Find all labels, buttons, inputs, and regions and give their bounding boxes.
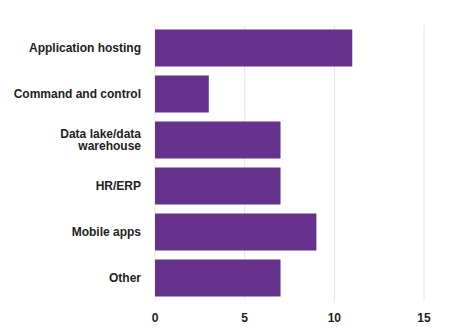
svg-text:Command and control: Command and control: [14, 87, 141, 101]
svg-text:Data lake/datawarehouse: Data lake/datawarehouse: [60, 127, 141, 153]
svg-text:Other: Other: [109, 271, 141, 285]
svg-text:0: 0: [152, 311, 159, 325]
svg-text:HR/ERP: HR/ERP: [96, 179, 141, 193]
svg-text:15: 15: [417, 311, 431, 325]
svg-text:Application hosting: Application hosting: [29, 41, 141, 55]
svg-text:Mobile apps: Mobile apps: [72, 225, 142, 239]
svg-text:10: 10: [328, 311, 342, 325]
svg-text:5: 5: [241, 311, 248, 325]
